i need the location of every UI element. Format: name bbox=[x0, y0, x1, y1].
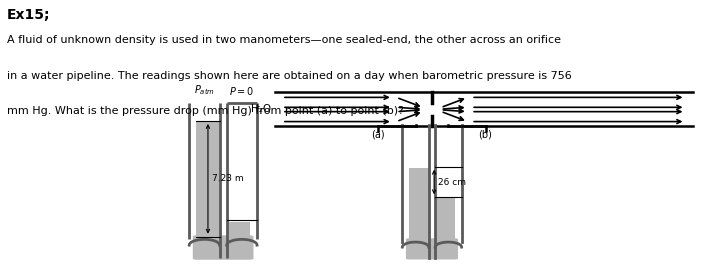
FancyBboxPatch shape bbox=[193, 235, 253, 260]
Text: A fluid of unknown density is used in two manometers—one sealed-end, the other a: A fluid of unknown density is used in tw… bbox=[7, 35, 561, 45]
Text: Ex15;: Ex15; bbox=[7, 8, 51, 22]
FancyBboxPatch shape bbox=[406, 238, 458, 259]
Text: 26 cm: 26 cm bbox=[438, 178, 466, 187]
Text: in a water pipeline. The readings shown here are obtained on a day when barometr: in a water pipeline. The readings shown … bbox=[7, 71, 572, 81]
Bar bbox=[196, 122, 220, 238]
Text: $P_{atm}$: $P_{atm}$ bbox=[194, 83, 215, 97]
Bar bbox=[436, 198, 456, 240]
Text: (a): (a) bbox=[371, 129, 386, 139]
Text: $P=0$: $P=0$ bbox=[229, 85, 255, 97]
Text: 7.23 m: 7.23 m bbox=[211, 174, 243, 183]
Text: H₂O: H₂O bbox=[251, 104, 271, 115]
Text: (b): (b) bbox=[478, 129, 493, 139]
Bar bbox=[227, 222, 250, 238]
Text: mm Hg. What is the pressure drop (mm Hg) from point (a) to point (b)?: mm Hg. What is the pressure drop (mm Hg)… bbox=[7, 106, 404, 116]
Bar bbox=[408, 168, 428, 240]
